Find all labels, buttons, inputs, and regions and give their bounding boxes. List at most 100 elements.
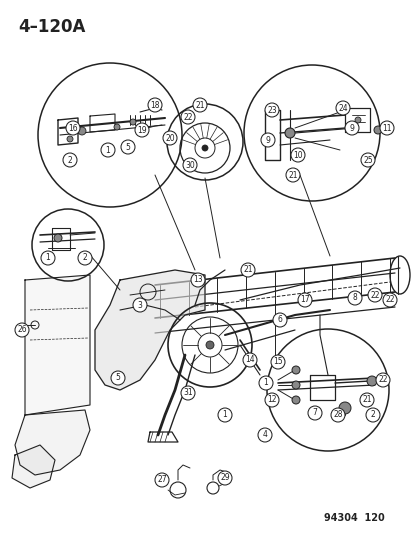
Circle shape <box>264 103 278 117</box>
Text: 7: 7 <box>312 408 317 417</box>
Text: 1: 1 <box>45 254 50 262</box>
Circle shape <box>130 119 136 125</box>
Circle shape <box>41 251 55 265</box>
Text: 4: 4 <box>262 431 267 440</box>
Text: 22: 22 <box>369 290 379 300</box>
Circle shape <box>347 291 361 305</box>
Circle shape <box>218 471 231 485</box>
Circle shape <box>114 124 120 130</box>
Circle shape <box>15 323 29 337</box>
Text: 2: 2 <box>83 254 87 262</box>
Circle shape <box>285 168 299 182</box>
Text: 25: 25 <box>362 156 372 165</box>
Circle shape <box>271 355 284 369</box>
Text: 1: 1 <box>263 378 268 387</box>
Text: 13: 13 <box>193 276 202 285</box>
Circle shape <box>354 117 360 123</box>
Circle shape <box>101 143 115 157</box>
Circle shape <box>183 158 197 172</box>
Text: 30: 30 <box>185 160 195 169</box>
Text: 20: 20 <box>165 133 174 142</box>
Circle shape <box>63 153 77 167</box>
Circle shape <box>264 393 278 407</box>
Circle shape <box>154 473 169 487</box>
Circle shape <box>240 263 254 277</box>
Circle shape <box>330 408 344 422</box>
Circle shape <box>297 293 311 307</box>
Circle shape <box>307 406 321 420</box>
Text: 12: 12 <box>267 395 276 405</box>
Text: 27: 27 <box>157 475 166 484</box>
Text: 9: 9 <box>349 124 354 133</box>
Text: 22: 22 <box>377 376 387 384</box>
Text: 11: 11 <box>381 124 391 133</box>
Circle shape <box>366 376 376 386</box>
Text: 18: 18 <box>150 101 159 109</box>
Circle shape <box>290 148 304 162</box>
Circle shape <box>360 153 374 167</box>
Text: 24: 24 <box>337 103 347 112</box>
Text: 21: 21 <box>195 101 204 109</box>
Circle shape <box>192 98 206 112</box>
Circle shape <box>242 353 256 367</box>
Circle shape <box>379 121 393 135</box>
Circle shape <box>147 98 161 112</box>
Circle shape <box>111 371 125 385</box>
Circle shape <box>291 396 299 404</box>
Text: 22: 22 <box>385 295 394 304</box>
Circle shape <box>260 133 274 147</box>
Text: 1: 1 <box>105 146 110 155</box>
Text: 4–120A: 4–120A <box>18 18 85 36</box>
Text: 94304  120: 94304 120 <box>323 513 384 523</box>
Circle shape <box>257 428 271 442</box>
Polygon shape <box>12 445 55 488</box>
Polygon shape <box>95 270 204 390</box>
Circle shape <box>272 313 286 327</box>
Circle shape <box>67 136 73 142</box>
Text: 8: 8 <box>352 294 356 303</box>
Text: 21: 21 <box>287 171 297 180</box>
Circle shape <box>284 128 294 138</box>
Polygon shape <box>15 410 90 475</box>
Circle shape <box>66 121 80 135</box>
Text: 2: 2 <box>370 410 375 419</box>
Circle shape <box>373 126 381 134</box>
Text: 22: 22 <box>183 112 192 122</box>
Text: 1: 1 <box>222 410 227 419</box>
Text: 5: 5 <box>125 142 130 151</box>
Text: 5: 5 <box>115 374 120 383</box>
Circle shape <box>133 298 147 312</box>
Text: 23: 23 <box>266 106 276 115</box>
Circle shape <box>180 110 195 124</box>
Circle shape <box>190 273 204 287</box>
Text: 9: 9 <box>265 135 270 144</box>
Circle shape <box>382 293 396 307</box>
Circle shape <box>180 386 195 400</box>
Text: 21: 21 <box>243 265 252 274</box>
Circle shape <box>78 251 92 265</box>
Circle shape <box>291 381 299 389</box>
Text: 3: 3 <box>137 301 142 310</box>
Circle shape <box>259 376 272 390</box>
Circle shape <box>202 145 207 151</box>
Text: 28: 28 <box>332 410 342 419</box>
Circle shape <box>365 408 379 422</box>
Text: 14: 14 <box>244 356 254 365</box>
Circle shape <box>338 402 350 414</box>
Text: 17: 17 <box>299 295 309 304</box>
Circle shape <box>54 234 62 242</box>
Circle shape <box>163 131 177 145</box>
Text: 2: 2 <box>67 156 72 165</box>
Circle shape <box>78 127 86 135</box>
Text: 19: 19 <box>137 125 147 134</box>
Text: 10: 10 <box>292 150 302 159</box>
Text: 6: 6 <box>277 316 282 325</box>
Circle shape <box>206 341 214 349</box>
Text: 31: 31 <box>183 389 192 398</box>
Circle shape <box>121 140 135 154</box>
Circle shape <box>367 288 381 302</box>
Text: 16: 16 <box>68 124 78 133</box>
Text: 26: 26 <box>17 326 27 335</box>
Text: 29: 29 <box>220 473 229 482</box>
Text: 15: 15 <box>273 358 282 367</box>
